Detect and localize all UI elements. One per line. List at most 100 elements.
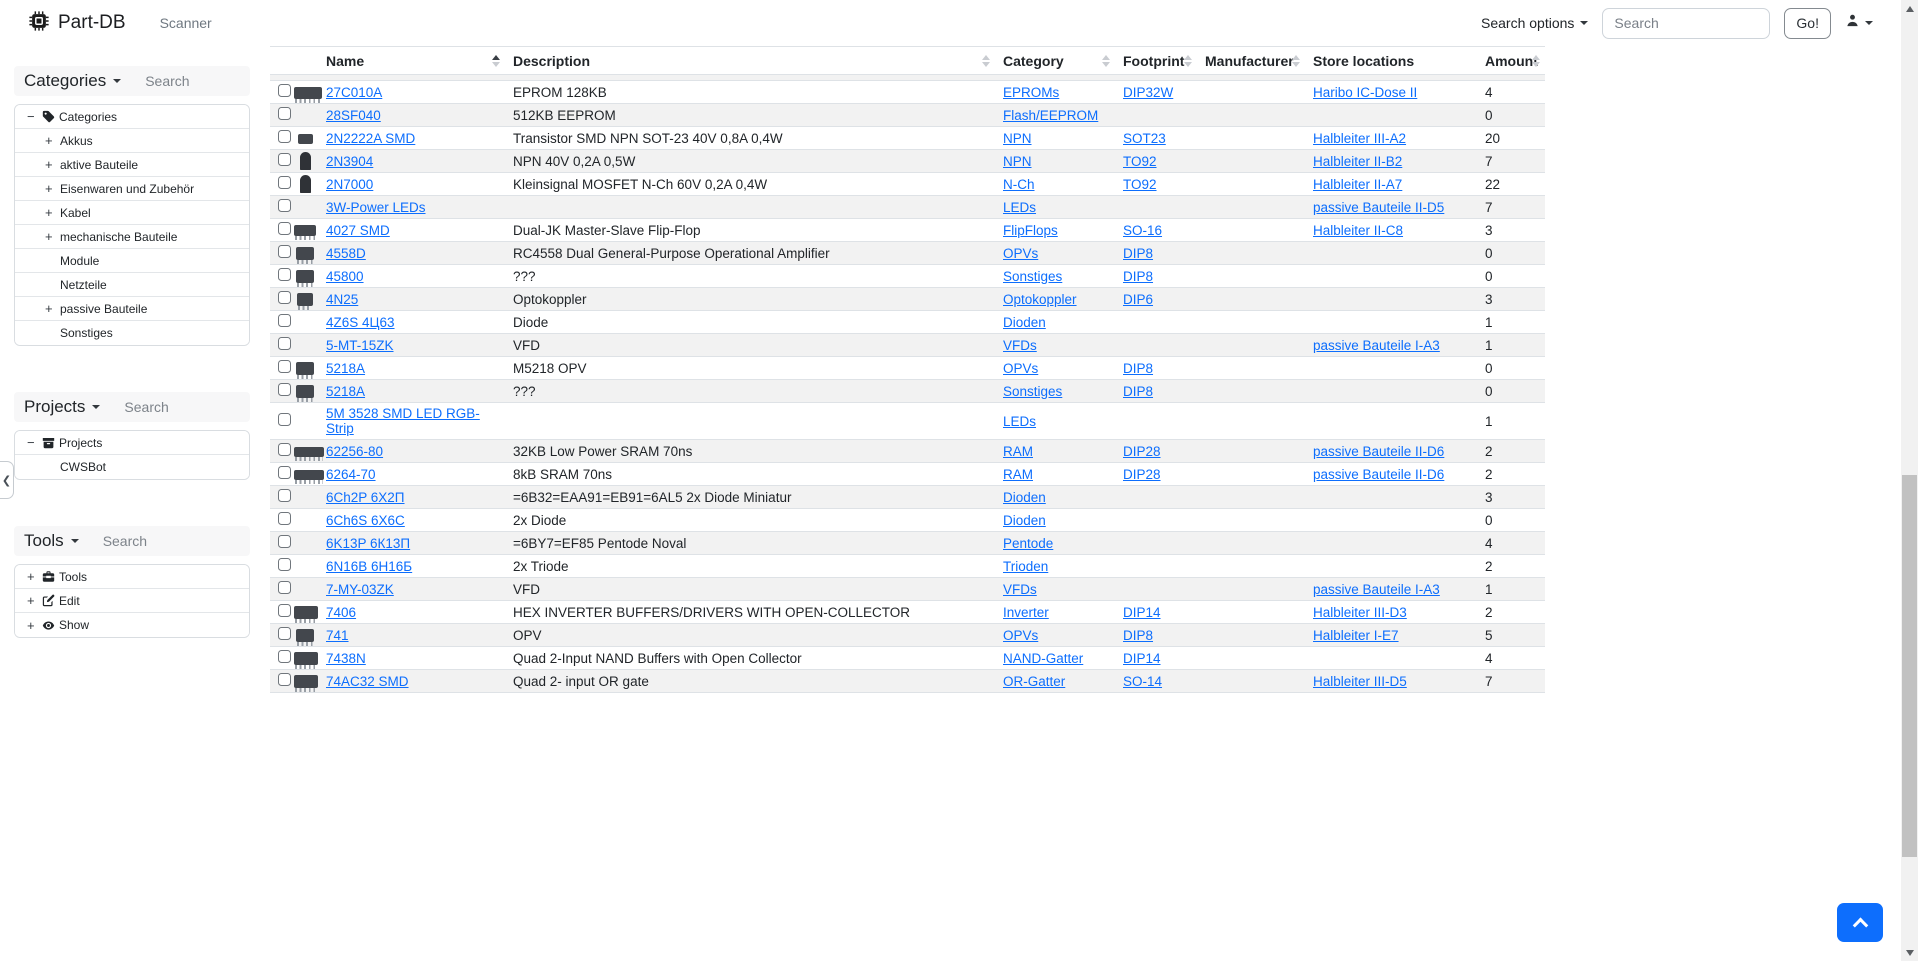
part-name-link[interactable]: 4Z6S 4Ц63 <box>326 314 395 330</box>
tree-item-kabel[interactable]: + Kabel <box>15 201 249 225</box>
part-thumbnail[interactable] <box>297 293 313 311</box>
category-link[interactable]: EPROMs <box>1003 84 1060 100</box>
part-name-link[interactable]: 4N25 <box>326 291 359 307</box>
part-name-link[interactable]: 6N16B 6Н16Б <box>326 558 413 574</box>
category-link[interactable]: LEDs <box>1003 413 1037 429</box>
user-menu[interactable] <box>1845 13 1873 33</box>
part-name-link[interactable]: 7-MY-03ZK <box>326 581 394 597</box>
scroll-to-top-button[interactable] <box>1837 903 1883 942</box>
footprint-link[interactable]: DIP32W <box>1123 84 1174 100</box>
store-location-link[interactable]: passive Bauteile II-D6 <box>1313 466 1445 482</box>
part-thumbnail[interactable] <box>294 86 322 103</box>
row-checkbox[interactable] <box>278 360 291 373</box>
collapse-minus-icon[interactable]: − <box>27 109 35 124</box>
tree-item-module[interactable]: Module <box>15 249 249 273</box>
category-link[interactable]: Trioden <box>1003 558 1049 574</box>
store-location-link[interactable]: Halbleiter II-C8 <box>1313 222 1404 238</box>
footprint-link[interactable]: DIP14 <box>1123 604 1161 620</box>
store-location-link[interactable]: Halbleiter III-A2 <box>1313 130 1407 146</box>
store-location-link[interactable]: passive Bauteile II-D6 <box>1313 443 1445 459</box>
row-checkbox[interactable] <box>278 383 291 396</box>
sidebar-collapse-handle[interactable]: ❮ <box>0 461 14 499</box>
expand-plus-icon[interactable]: + <box>45 181 53 196</box>
part-name-link[interactable]: 6K13P 6К13П <box>326 535 411 551</box>
footprint-link[interactable]: SO-16 <box>1123 222 1163 238</box>
footprint-link[interactable]: DIP28 <box>1123 466 1161 482</box>
column-header-footprint[interactable]: Footprint <box>1115 46 1197 75</box>
row-checkbox[interactable] <box>278 535 291 548</box>
category-link[interactable]: NPN <box>1003 153 1032 169</box>
scrollbar-down-arrow[interactable] <box>1901 944 1918 961</box>
part-thumbnail[interactable] <box>296 362 314 380</box>
footprint-link[interactable]: SO-14 <box>1123 673 1163 689</box>
store-location-link[interactable]: Halbleiter III-D5 <box>1313 673 1407 689</box>
category-link[interactable]: Dioden <box>1003 314 1046 330</box>
row-checkbox[interactable] <box>278 84 291 97</box>
footprint-link[interactable]: DIP8 <box>1123 360 1154 376</box>
part-name-link[interactable]: 3W-Power LEDs <box>326 199 426 215</box>
tree-item-eisenwaren-und-zubeh-r[interactable]: + Eisenwaren und Zubehör <box>15 177 249 201</box>
category-link[interactable]: RAM <box>1003 466 1033 482</box>
footprint-link[interactable]: DIP14 <box>1123 650 1161 666</box>
footprint-link[interactable]: DIP8 <box>1123 383 1154 399</box>
part-name-link[interactable]: 6Ch6S 6X6C <box>326 512 405 528</box>
category-link[interactable]: Inverter <box>1003 604 1049 620</box>
column-header-name[interactable]: Name <box>318 46 505 75</box>
category-link[interactable]: OR-Gatter <box>1003 673 1066 689</box>
row-checkbox[interactable] <box>278 650 291 663</box>
part-name-link[interactable]: 7438N <box>326 650 366 666</box>
tree-item-edit[interactable]: + Edit <box>15 589 249 613</box>
row-checkbox[interactable] <box>278 268 291 281</box>
category-link[interactable]: Optokoppler <box>1003 291 1077 307</box>
part-name-link[interactable]: 5218A <box>326 360 366 376</box>
projects-search-input[interactable] <box>124 399 235 415</box>
expand-plus-icon[interactable]: + <box>45 157 53 172</box>
row-checkbox[interactable] <box>278 199 291 212</box>
row-checkbox[interactable] <box>278 604 291 617</box>
row-checkbox[interactable] <box>278 558 291 571</box>
tree-item-passive-bauteile[interactable]: + passive Bauteile <box>15 297 249 321</box>
part-name-link[interactable]: 741 <box>326 627 349 643</box>
category-link[interactable]: FlipFlops <box>1003 222 1058 238</box>
row-checkbox[interactable] <box>278 130 291 143</box>
tree-item-aktive-bauteile[interactable]: + aktive Bauteile <box>15 153 249 177</box>
expand-plus-icon[interactable]: + <box>45 205 53 220</box>
column-header-amount[interactable]: Amount <box>1477 46 1545 75</box>
part-name-link[interactable]: 5M 3528 SMD LED RGB-Strip <box>326 406 480 436</box>
store-location-link[interactable]: passive Bauteile I-A3 <box>1313 581 1440 597</box>
row-checkbox[interactable] <box>278 581 291 594</box>
store-location-link[interactable]: Halbleiter I-E7 <box>1313 627 1399 643</box>
store-location-link[interactable]: passive Bauteile I-A3 <box>1313 337 1440 353</box>
search-input[interactable] <box>1602 7 1771 39</box>
part-thumbnail[interactable] <box>296 270 314 288</box>
part-name-link[interactable]: 7406 <box>326 604 357 620</box>
column-header-description[interactable]: Description <box>505 46 995 75</box>
tools-dropdown[interactable]: Tools <box>18 529 85 553</box>
tree-item-akkus[interactable]: + Akkus <box>15 129 249 153</box>
row-checkbox[interactable] <box>278 627 291 640</box>
tree-item-categories[interactable]: − Categories <box>15 105 249 129</box>
category-link[interactable]: Sonstiges <box>1003 383 1063 399</box>
part-thumbnail[interactable] <box>299 152 311 170</box>
footprint-link[interactable]: DIP28 <box>1123 443 1161 459</box>
scrollbar-up-arrow[interactable] <box>1901 0 1918 17</box>
category-link[interactable]: Flash/EEPROM <box>1003 107 1099 123</box>
part-thumbnail[interactable] <box>294 225 316 241</box>
part-name-link[interactable]: 62256-80 <box>326 443 384 459</box>
tree-item-show[interactable]: + Show <box>15 613 249 637</box>
search-options-dropdown[interactable]: Search options <box>1481 15 1589 31</box>
part-name-link[interactable]: 4558D <box>326 245 366 261</box>
category-link[interactable]: OPVs <box>1003 627 1039 643</box>
row-checkbox[interactable] <box>278 443 291 456</box>
footprint-link[interactable]: DIP8 <box>1123 627 1154 643</box>
part-name-link[interactable]: 74AC32 SMD <box>326 673 409 689</box>
part-name-link[interactable]: 5218A <box>326 383 366 399</box>
category-link[interactable]: VFDs <box>1003 581 1037 597</box>
go-button[interactable]: Go! <box>1784 7 1831 39</box>
footprint-link[interactable]: DIP8 <box>1123 245 1154 261</box>
category-link[interactable]: OPVs <box>1003 360 1039 376</box>
categories-dropdown[interactable]: Categories <box>18 69 127 93</box>
category-link[interactable]: OPVs <box>1003 245 1039 261</box>
category-link[interactable]: NAND-Gatter <box>1003 650 1084 666</box>
row-checkbox[interactable] <box>278 512 291 525</box>
